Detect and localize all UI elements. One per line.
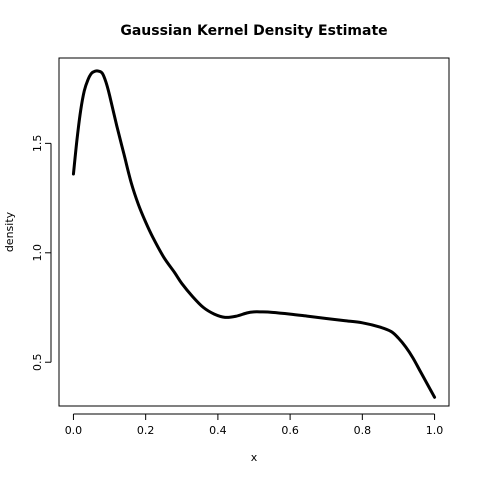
x-axis-label: x <box>251 451 258 464</box>
density-curve <box>71 69 437 399</box>
y-tick-label: 1.5 <box>31 135 44 153</box>
y-axis-label: density <box>3 211 16 252</box>
x-tick-label: 0.8 <box>354 424 372 437</box>
x-axis: 0.0 0.2 0.4 0.6 0.8 1.0 <box>65 413 444 437</box>
y-axis: 0.5 1.0 1.5 <box>31 135 52 371</box>
x-tick-label: 1.0 <box>426 424 444 437</box>
x-tick-label: 0.4 <box>209 424 227 437</box>
plot-frame <box>58 57 450 407</box>
x-tick-label: 0.6 <box>281 424 299 437</box>
chart-title: Gaussian Kernel Density Estimate <box>120 23 387 39</box>
series-layer <box>71 69 437 399</box>
y-tick-label: 1.0 <box>31 244 44 262</box>
y-tick-label: 0.5 <box>31 353 44 371</box>
x-tick-label: 0.2 <box>137 424 155 437</box>
x-tick-label: 0.0 <box>65 424 83 437</box>
